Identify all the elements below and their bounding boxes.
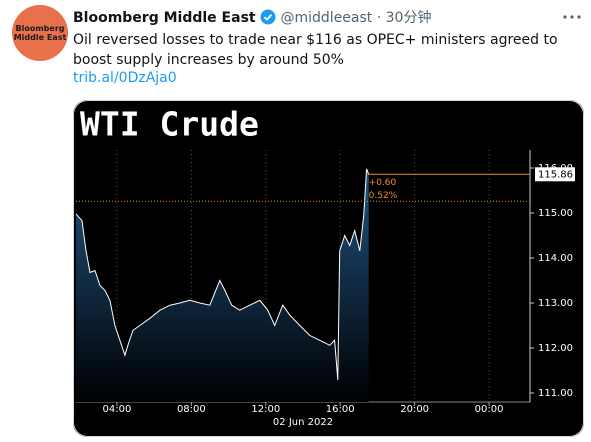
- y-tick-label: 115.00: [538, 208, 573, 219]
- x-tick-label: 16:00: [326, 404, 355, 415]
- separator: ·: [372, 10, 386, 26]
- more-menu[interactable]: [560, 10, 584, 24]
- x-tick-label: 20:00: [400, 404, 429, 415]
- x-tick-label: 04:00: [103, 404, 132, 415]
- price-line: [75, 168, 370, 380]
- tweet-text: Oil reversed losses to trade near $116 a…: [73, 32, 558, 68]
- x-tick-label: 12:00: [251, 404, 280, 415]
- annotation: 0.52%: [369, 191, 398, 201]
- image-border: [73, 100, 584, 437]
- author[interactable]: Bloomberg Middle East: [73, 10, 256, 26]
- tweet-link[interactable]: trib.al/0DzAja0: [73, 70, 177, 86]
- chart-title: WTI Crude: [80, 105, 259, 144]
- x-axis-label: 02 Jun 2022: [273, 417, 333, 428]
- y-tick-label: 114.00: [538, 253, 573, 264]
- last-value-label: 115.86: [538, 169, 573, 180]
- y-tick-label: 113.00: [538, 298, 573, 309]
- handle[interactable]: @middleeast: [280, 10, 373, 26]
- tweet-header: Bloomberg Middle East @middleeast · 30分钟: [73, 7, 431, 27]
- time[interactable]: 30分钟: [385, 10, 432, 26]
- last-value-box: [535, 167, 575, 182]
- verified-badge: [260, 9, 276, 25]
- y-tick-label: 112.00: [538, 343, 573, 354]
- avatar[interactable]: Bloomberg Middle East: [12, 5, 68, 61]
- x-tick-label: 08:00: [177, 404, 206, 415]
- y-tick-label: 111.00: [538, 388, 573, 399]
- annotation: +0.60: [369, 178, 397, 188]
- avatar-label: Bloomberg: [15, 24, 65, 33]
- chart[interactable]: WTI Crude 04:00 08:00 12:00 16:00 20:00 00:00…: [73, 100, 584, 437]
- x-tick-label: 00:00: [475, 404, 504, 415]
- avatar-label: Middle East: [13, 33, 67, 42]
